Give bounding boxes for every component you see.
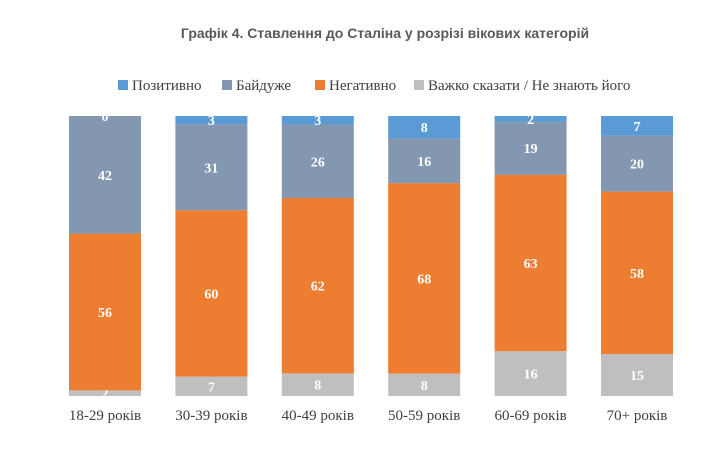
x-tick-label: 70+ років <box>607 408 668 424</box>
bar-segment <box>175 376 248 396</box>
bar-group-70-років: 15 58 20 7 <box>601 116 673 396</box>
legend-swatch <box>222 80 232 90</box>
bar-segment <box>388 138 461 184</box>
data-label: 8 <box>421 379 428 394</box>
bar-segment <box>388 183 461 374</box>
data-label: 31 <box>204 161 218 176</box>
legend-item-2: Негативно <box>315 78 396 94</box>
bar-group-18-29-років: 2 56 42 0 <box>69 110 141 402</box>
x-tick-label: 40-49 років <box>282 408 354 424</box>
bar-segment <box>175 124 248 211</box>
legend-swatch <box>315 80 325 90</box>
bar-segment <box>388 373 461 396</box>
bar-segment <box>281 373 354 396</box>
legend-label: Позитивно <box>132 78 201 94</box>
legend-label: Важко сказати / Не знають його <box>428 78 630 94</box>
bar-segment <box>281 116 354 125</box>
data-label: 68 <box>417 272 431 287</box>
bar-segment <box>69 233 141 391</box>
legend-item-3: Важко сказати / Не знають його <box>414 78 630 94</box>
bar-segment <box>494 121 567 175</box>
legend-item-0: Позитивно <box>118 78 201 94</box>
data-label: 58 <box>630 267 644 282</box>
x-tick-label: 50-59 років <box>388 408 460 424</box>
data-label: 16 <box>417 155 431 170</box>
data-label: 42 <box>98 169 112 184</box>
bar-segment <box>601 354 673 396</box>
data-label: 2 <box>527 113 534 128</box>
bar-segment <box>601 191 673 354</box>
bar-segment <box>494 351 567 396</box>
data-label: 0 <box>102 110 109 125</box>
data-label: 8 <box>314 379 321 394</box>
data-label: 26 <box>311 155 325 170</box>
chart-title: Графік 4. Ставлення до Сталіна у розрізі… <box>181 25 589 41</box>
bar-group-40-49-років: 8 62 26 3 <box>281 114 354 396</box>
data-label: 63 <box>524 257 538 272</box>
data-label: 2 <box>102 387 109 402</box>
x-tick-label: 30-39 років <box>175 408 247 424</box>
data-label: 3 <box>314 114 321 129</box>
data-label: 56 <box>98 306 112 321</box>
bar-segment <box>494 116 567 122</box>
x-axis: 18-29 років 30-39 років 40-49 років 50-59 р… <box>69 408 668 424</box>
x-tick-label: 60-69 років <box>494 408 566 424</box>
bar-group-60-69-років: 16 63 19 2 <box>494 113 567 396</box>
legend-item-1: Байдуже <box>222 78 291 94</box>
data-label: 60 <box>204 287 218 302</box>
bar-group-30-39-років: 7 60 31 3 <box>175 114 248 396</box>
legend-label: Байдуже <box>236 78 291 94</box>
bar-segment <box>601 135 673 192</box>
bar-segment <box>281 124 354 199</box>
bar-segment <box>175 210 248 377</box>
bar-segment <box>601 116 673 136</box>
x-tick-label: 18-29 років <box>69 408 141 424</box>
bar-segment <box>281 198 354 374</box>
legend-swatch <box>118 80 128 90</box>
bar-segment <box>388 116 461 139</box>
legend-label: Негативно <box>329 78 396 94</box>
bar-segment <box>69 390 141 396</box>
data-label: 16 <box>524 368 538 383</box>
legend: Позитивно Байдуже Негативно Важко сказати /… <box>118 78 630 94</box>
legend-swatch <box>414 80 424 90</box>
data-label: 7 <box>634 120 641 135</box>
data-label: 62 <box>311 280 325 295</box>
data-label: 15 <box>630 369 644 384</box>
bar-segment <box>175 116 248 125</box>
bar-segment <box>69 116 141 234</box>
bar-group-50-59-років: 8 68 16 8 <box>388 116 461 396</box>
bar-segment <box>494 174 567 352</box>
data-label: 7 <box>208 380 215 395</box>
data-label: 3 <box>208 114 215 129</box>
data-label: 8 <box>421 121 428 136</box>
plot-area: 2 56 42 0 7 60 31 3 8 62 26 3 8 68 16 8 16 63 19 2 15 58 20 7 <box>69 110 673 402</box>
data-label: 20 <box>630 158 644 173</box>
data-label: 19 <box>524 142 538 157</box>
